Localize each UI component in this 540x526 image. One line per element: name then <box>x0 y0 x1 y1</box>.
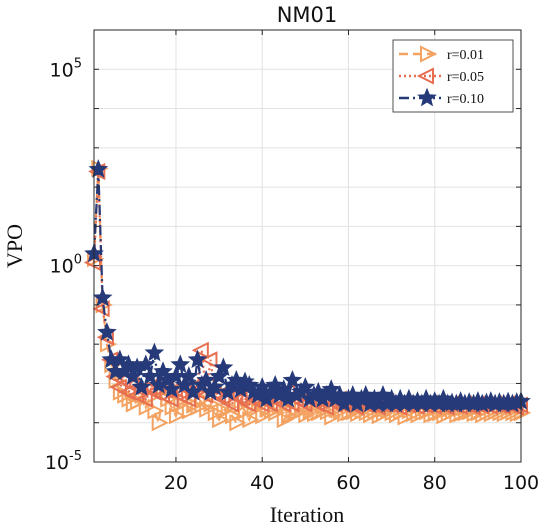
data-point-marker <box>92 300 110 318</box>
data-point-marker <box>295 376 316 396</box>
x-tick-label: 80 <box>423 472 447 494</box>
y-tick-label: 105 <box>50 56 82 81</box>
data-point-marker <box>204 376 225 396</box>
data-point-marker <box>420 45 438 63</box>
data-point-marker <box>147 402 165 420</box>
legend-label: r=0.01 <box>447 48 484 63</box>
data-point-marker <box>213 357 234 377</box>
data-point-marker <box>199 400 217 418</box>
data-point-marker <box>229 414 247 432</box>
data-point-marker <box>92 287 113 307</box>
y-axis-label: VPO <box>2 224 27 268</box>
data-point-marker <box>140 366 160 385</box>
data-point-marker <box>135 390 153 408</box>
data-point-marker <box>187 349 208 369</box>
data-point-marker <box>242 410 260 429</box>
tick-group: 20 40 60 80 100 10-5 100 105 <box>45 30 539 494</box>
data-point-marker <box>298 406 316 424</box>
legend-label: r=0.05 <box>447 70 484 85</box>
data-point-marker <box>355 384 376 404</box>
data-point-marker <box>276 410 295 429</box>
data-point-marker <box>417 87 437 107</box>
data-point-marker <box>213 390 231 408</box>
data-point-marker <box>306 405 325 423</box>
data-point-marker <box>191 341 209 359</box>
legend: r=0.01 r=0.05 r=0.10 <box>392 39 514 113</box>
data-point-marker <box>200 351 218 369</box>
data-point-marker <box>321 379 342 398</box>
data-point-marker <box>131 376 152 396</box>
data-point-marker <box>255 407 273 425</box>
data-point-marker <box>216 402 234 420</box>
y-tick-label: 100 <box>50 253 82 278</box>
data-point-marker <box>144 342 165 362</box>
data-point-marker <box>179 366 199 385</box>
data-point-marker <box>170 354 191 374</box>
y-tick-label: 10-5 <box>45 449 82 474</box>
data-point-marker <box>190 398 208 416</box>
data-point-marker <box>319 403 338 421</box>
data-point-marker <box>168 407 187 425</box>
x-axis-label: Iteration <box>270 502 345 526</box>
data-point-marker <box>161 390 179 408</box>
chart-title: NM01 <box>277 3 338 27</box>
series-r-0-10 <box>84 159 531 413</box>
data-point-marker <box>153 361 173 380</box>
data-point-marker <box>221 395 240 413</box>
x-tick-label: 20 <box>164 472 188 494</box>
legend-box <box>392 39 514 113</box>
data-point-marker <box>161 379 182 398</box>
data-point-marker <box>181 402 200 420</box>
x-tick-label: 100 <box>503 472 539 494</box>
legend-label: r=0.10 <box>447 92 484 107</box>
data-point-marker <box>97 322 117 341</box>
data-point-marker <box>225 407 243 425</box>
data-point-marker <box>178 390 196 408</box>
x-tick-label: 60 <box>336 472 360 494</box>
data-point-marker <box>416 67 434 85</box>
plot-frame <box>93 29 522 463</box>
data-point-marker <box>207 404 226 422</box>
data-point-marker <box>281 407 299 425</box>
data-point-marker <box>109 378 127 396</box>
data-point-marker <box>282 369 303 389</box>
x-tick-label: 40 <box>250 472 274 494</box>
data-point-marker <box>83 253 101 272</box>
data-point-marker <box>118 354 139 374</box>
data-point-marker <box>151 414 169 432</box>
